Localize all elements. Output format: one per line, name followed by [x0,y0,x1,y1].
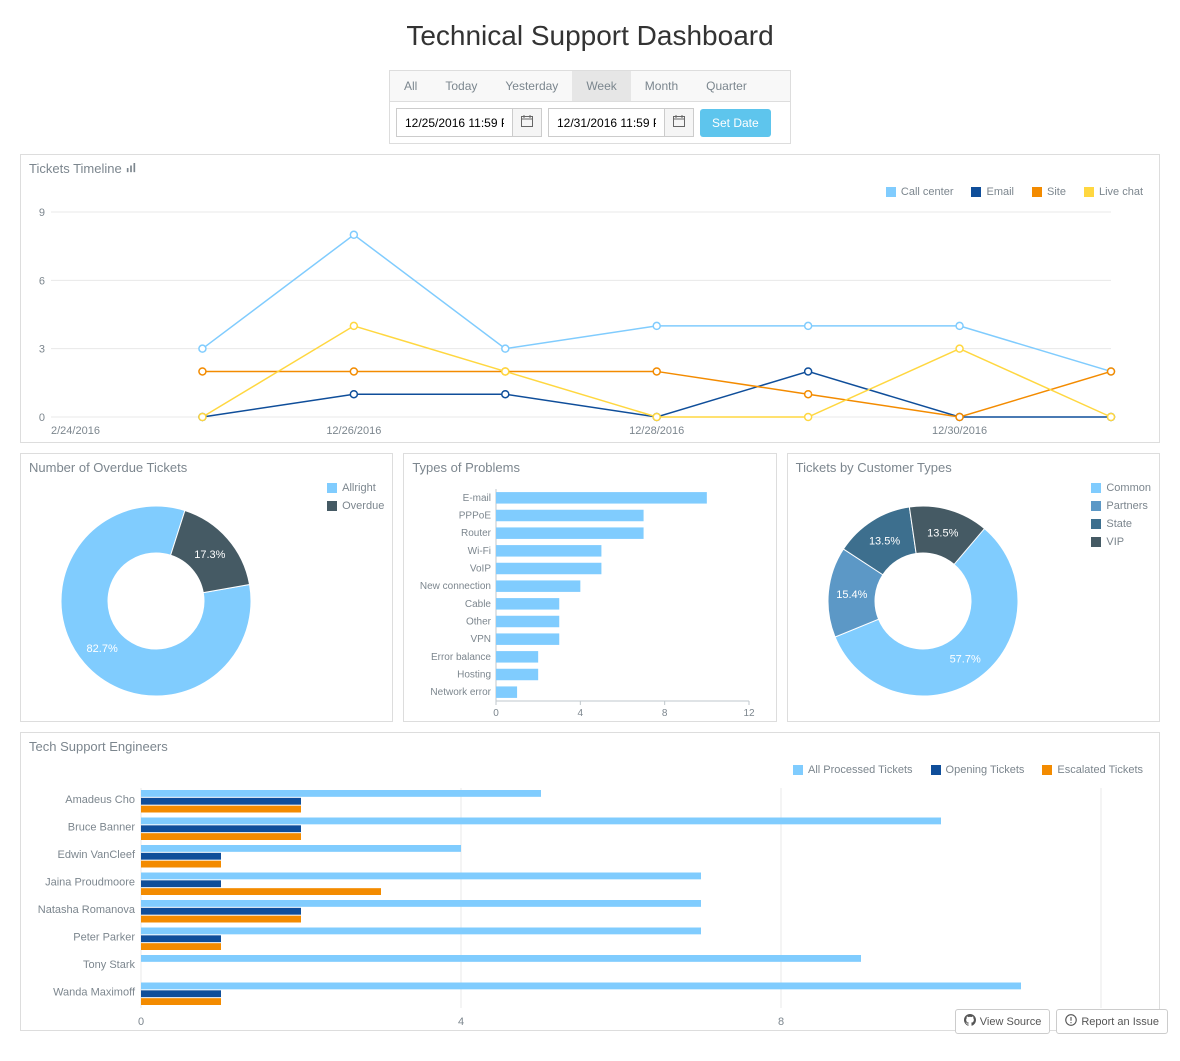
svg-text:12/26/2016: 12/26/2016 [326,425,381,437]
svg-text:Cable: Cable [465,599,492,610]
svg-text:8: 8 [778,1016,784,1028]
timeline-panel: Tickets Timeline Call center Email Site Liv… [20,154,1160,443]
svg-text:VPN: VPN [471,634,492,645]
svg-text:82.7%: 82.7% [87,643,118,655]
svg-text:Bruce Banner: Bruce Banner [68,821,136,833]
svg-text:8: 8 [662,708,668,719]
legend-item[interactable]: Call center [886,186,954,198]
svg-text:0: 0 [138,1016,144,1028]
legend-item[interactable]: Live chat [1084,186,1143,198]
date-controls: AllTodayYesterdayWeekMonthQuarter Set Da… [389,70,791,144]
svg-text:13.5%: 13.5% [927,527,958,539]
svg-text:0: 0 [494,708,500,719]
svg-text:57.7%: 57.7% [949,654,980,666]
engineers-title: Tech Support Engineers [21,733,1159,760]
github-icon [964,1014,976,1029]
tab-quarter[interactable]: Quarter [692,71,761,101]
svg-text:6: 6 [39,275,45,287]
footer-buttons: View Source Report an Issue [955,1009,1168,1034]
report-issue-button[interactable]: Report an Issue [1056,1009,1168,1034]
overdue-legend: Allright Overdue [327,482,384,512]
report-issue-label: Report an Issue [1081,1016,1159,1028]
svg-text:Hosting: Hosting [457,670,491,681]
svg-text:Jaina Proudmoore: Jaina Proudmoore [45,876,135,888]
svg-text:4: 4 [578,708,584,719]
svg-text:Tony Stark: Tony Stark [83,959,135,971]
timeline-title-text: Tickets Timeline [29,161,122,176]
svg-text:2/24/2016: 2/24/2016 [51,425,100,437]
date-row: Set Date [389,101,791,144]
legend-item[interactable]: Email [971,186,1014,198]
svg-text:Network error: Network error [431,687,492,698]
svg-text:VoIP: VoIP [470,564,491,575]
engineers-panel: Tech Support Engineers All Processed Tic… [20,732,1160,1031]
date-to-input[interactable] [549,110,664,136]
overdue-panel: Number of Overdue Tickets Allright Overdu… [20,453,393,722]
svg-text:E-mail: E-mail [463,493,491,504]
svg-text:9: 9 [39,207,45,219]
svg-text:17.3%: 17.3% [194,549,225,561]
svg-text:3: 3 [39,344,45,356]
problems-title: Types of Problems [404,454,775,481]
calendar-icon[interactable] [512,109,541,136]
date-from-box [396,108,542,137]
bar-chart-icon[interactable] [125,161,137,176]
svg-text:Error balance: Error balance [431,652,491,663]
range-tabs: AllTodayYesterdayWeekMonthQuarter [389,70,791,101]
legend-item[interactable]: Allright [327,482,384,494]
svg-text:15.4%: 15.4% [836,589,867,601]
tab-all[interactable]: All [390,71,431,101]
svg-text:12/30/2016: 12/30/2016 [932,425,987,437]
view-source-button[interactable]: View Source [955,1009,1051,1034]
page-title: Technical Support Dashboard [20,20,1160,52]
tab-today[interactable]: Today [431,71,491,101]
svg-text:Amadeus Cho: Amadeus Cho [65,794,135,806]
overdue-title: Number of Overdue Tickets [21,454,392,481]
alert-icon [1065,1014,1077,1029]
set-date-button[interactable]: Set Date [700,109,771,137]
svg-text:Router: Router [461,528,492,539]
svg-text:12: 12 [744,708,756,719]
legend-item[interactable]: Partners [1091,500,1151,512]
legend-item[interactable]: Opening Tickets [931,764,1025,776]
legend-item[interactable]: Overdue [327,500,384,512]
svg-text:Other: Other [466,617,492,628]
svg-text:4: 4 [458,1016,464,1028]
svg-text:12/28/2016: 12/28/2016 [629,425,684,437]
svg-text:Edwin VanCleef: Edwin VanCleef [58,849,136,861]
engineers-chart: 04812Amadeus ChoBruce BannerEdwin VanCle… [21,780,1159,1030]
tab-month[interactable]: Month [631,71,692,101]
custtypes-legend: Common Partners State VIP [1091,482,1151,548]
legend-item[interactable]: Common [1091,482,1151,494]
tab-week[interactable]: Week [572,71,630,101]
svg-text:Natasha Romanova: Natasha Romanova [38,904,136,916]
legend-item[interactable]: VIP [1091,536,1151,548]
date-to-box [548,108,694,137]
legend-item[interactable]: Escalated Tickets [1042,764,1143,776]
custtypes-title: Tickets by Customer Types [788,454,1159,481]
view-source-label: View Source [980,1016,1042,1028]
legend-item[interactable]: State [1091,518,1151,530]
svg-text:0: 0 [39,412,45,424]
svg-text:Wi-Fi: Wi-Fi [468,546,491,557]
tab-yesterday[interactable]: Yesterday [491,71,572,101]
date-from-input[interactable] [397,110,512,136]
svg-text:PPPoE: PPPoE [459,511,492,522]
problems-panel: Types of Problems 0 4 8 12 E-mail PPPoE Router… [403,453,776,722]
engineers-legend: All Processed Tickets Opening Tickets Esca… [21,760,1159,780]
svg-text:New connection: New connection [420,581,491,592]
legend-item[interactable]: Site [1032,186,1066,198]
custtypes-panel: Tickets by Customer Types Common Partners… [787,453,1160,722]
legend-item[interactable]: All Processed Tickets [793,764,913,776]
svg-text:Wanda Maximoff: Wanda Maximoff [53,986,136,998]
overdue-chart: 82.7% 17.3% [21,481,392,721]
timeline-chart: 0 3 6 9 2/24/2016 12/26/2016 12/28/2016 12/30/2… [21,202,1159,442]
timeline-legend: Call center Email Site Live chat [21,182,1159,202]
calendar-icon[interactable] [664,109,693,136]
problems-chart: 0 4 8 12 E-mail PPPoE Router Wi-Fi VoIP New conne… [404,481,775,721]
svg-text:13.5%: 13.5% [869,536,900,548]
timeline-title: Tickets Timeline [21,155,1159,182]
svg-text:Peter Parker: Peter Parker [73,931,135,943]
